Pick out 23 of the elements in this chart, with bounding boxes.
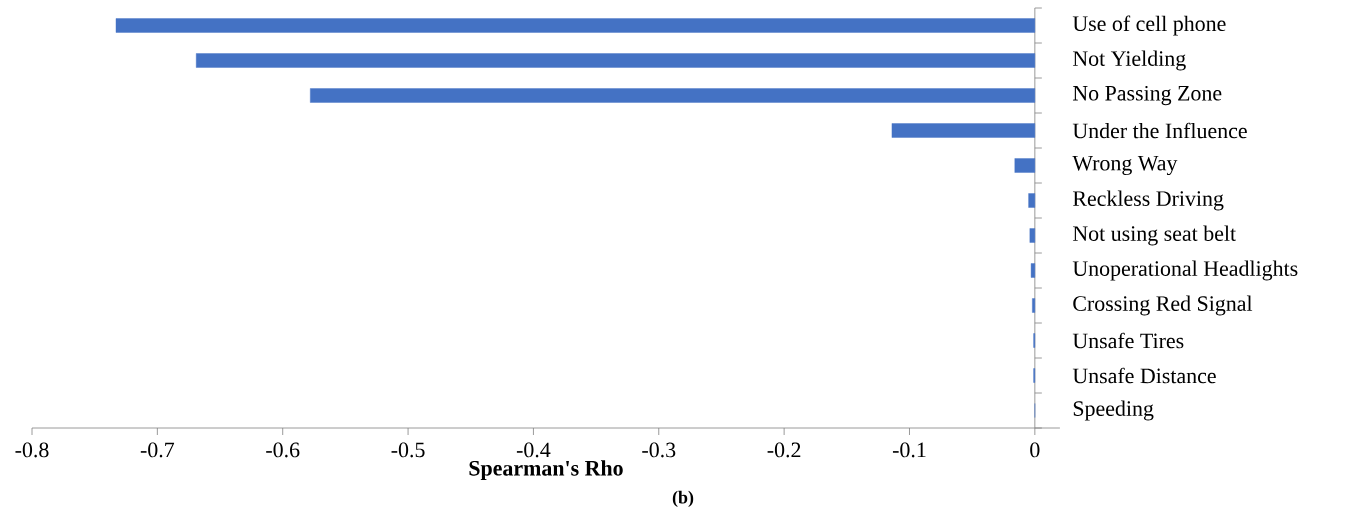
- x-tick-label: -0.5: [391, 442, 425, 458]
- y-tick-label: Crossing Red Signal: [1073, 295, 1253, 316]
- text: (b): [672, 490, 694, 508]
- x-tick-label: -0.2: [767, 442, 801, 458]
- y-tick-label: Speeding: [1073, 400, 1154, 421]
- x-axis-title: Spearman's Rho: [469, 460, 623, 481]
- y-tick-label: Wrong Way: [1072, 155, 1178, 176]
- x-tick-label: -0.8: [15, 442, 49, 458]
- x-tick-label: -0.6: [266, 442, 300, 458]
- y-tick-label: Unoperational Headlights: [1072, 260, 1298, 281]
- x-tick-label: -0.4: [516, 442, 551, 458]
- y-tick-label: Under the Influence: [1072, 122, 1247, 139]
- y-tick-label: No Passing Zone: [1072, 85, 1222, 106]
- y-tick-label: Unsafe Tires: [1072, 332, 1184, 349]
- x-tick-label: -0.7: [140, 442, 175, 458]
- y-tick-label: Not using seat belt: [1072, 225, 1236, 246]
- x-tick-label: -0.3: [642, 442, 676, 458]
- y-tick-label: Use of cell phone: [1072, 15, 1226, 36]
- y-tick-label: Reckless Driving: [1072, 190, 1224, 211]
- y-tick-label: Not Yielding: [1072, 50, 1186, 71]
- y-tick-label: Unsafe Distance: [1072, 367, 1216, 384]
- x-tick-label: -0.1: [892, 442, 926, 458]
- x-tick-label: 0: [1030, 442, 1040, 458]
